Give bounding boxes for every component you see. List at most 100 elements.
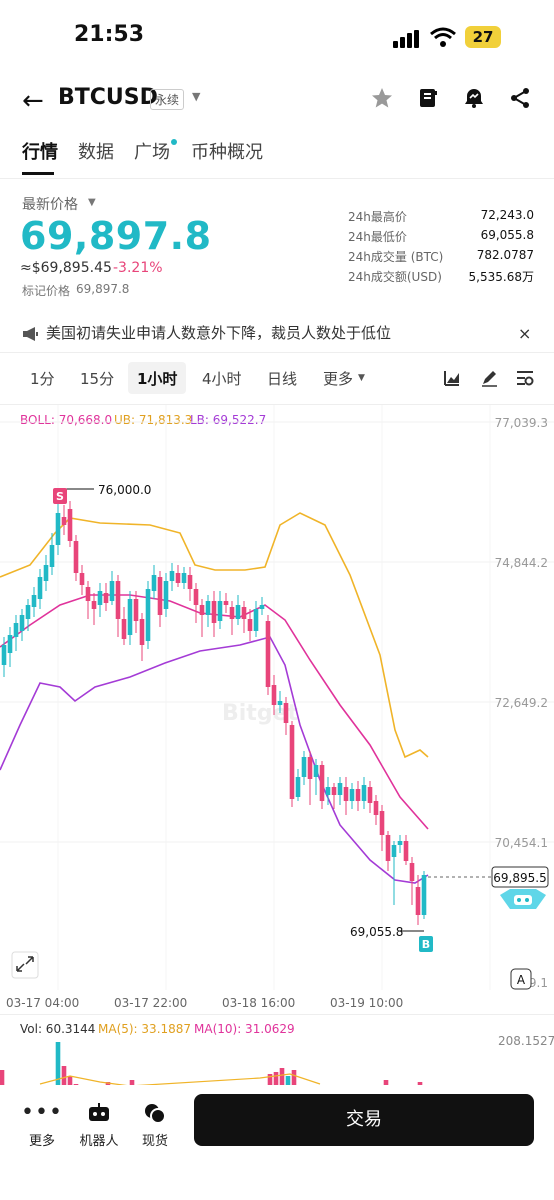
candle-body	[199, 605, 205, 615]
candle	[61, 505, 67, 535]
auto-scale-button	[510, 968, 532, 990]
candle-body	[151, 575, 157, 591]
mark-price-value: 69,897.8	[76, 282, 130, 296]
notification-dot	[171, 139, 177, 145]
candle	[25, 599, 31, 631]
volume-ma5-line	[39, 1073, 321, 1086]
back-arrow-icon[interactable]: ←	[22, 86, 44, 116]
candle-body	[49, 545, 55, 567]
wifi-icon	[430, 27, 456, 47]
price-label[interactable]: 最新价格	[22, 197, 78, 213]
candle-body	[31, 595, 37, 607]
candle-body	[217, 601, 223, 621]
candle	[121, 607, 127, 645]
volume-chart	[0, 1042, 423, 1086]
candle	[313, 759, 319, 795]
candle	[19, 609, 25, 641]
share-icon[interactable]	[508, 86, 532, 110]
candle	[73, 535, 79, 581]
candle	[241, 601, 247, 633]
book-icon[interactable]	[416, 86, 440, 110]
candle	[7, 627, 13, 667]
candle	[331, 783, 337, 809]
draw-icon[interactable]	[480, 369, 498, 387]
tf-1d[interactable]: 日线	[267, 370, 298, 388]
tf-15m[interactable]: 15分	[80, 370, 115, 388]
volume-bar	[61, 1066, 67, 1086]
candle-body	[355, 789, 361, 801]
tf-4h[interactable]: 4小时	[202, 370, 242, 388]
mark-price-label: 标记价格	[22, 284, 71, 298]
candle-body	[55, 513, 61, 545]
tf-1h[interactable]: 1小时	[137, 370, 178, 388]
candle-body	[7, 635, 13, 653]
close-icon[interactable]: ×	[518, 324, 532, 343]
expand-icon-glyph	[16, 956, 34, 972]
candle-body	[409, 863, 415, 881]
news-ticker[interactable]: 美国初请失业申请人数意外下降，裁员人数处于低位	[46, 324, 392, 342]
tab-square[interactable]: 广场	[134, 142, 170, 163]
candle	[139, 613, 145, 661]
high-annotation-label: 76,000.0	[98, 483, 151, 497]
candle	[247, 609, 253, 641]
candle	[319, 761, 325, 809]
bottom-more[interactable]: ••• 更多	[17, 1102, 67, 1150]
candle-body	[373, 801, 379, 815]
candle	[259, 597, 265, 615]
tab-data[interactable]: 数据	[78, 142, 114, 163]
bottom-robot[interactable]: 机器人	[74, 1102, 124, 1149]
tf-1m[interactable]: 1分	[30, 370, 55, 388]
trade-button[interactable]: 交易	[194, 1094, 534, 1146]
chevron-down-icon[interactable]: ▼	[192, 90, 201, 103]
candle-body	[133, 599, 139, 621]
alert-icon[interactable]	[462, 86, 486, 110]
candle	[199, 599, 205, 637]
y-tick-label: 70,454.1	[495, 836, 548, 850]
candle	[85, 581, 91, 619]
bot-eye	[525, 898, 529, 902]
volume-bar	[285, 1076, 291, 1086]
candle	[49, 533, 55, 575]
chart-settings-icon[interactable]	[516, 369, 534, 387]
expand-icon	[11, 951, 39, 979]
boll-lower-line	[0, 636, 429, 884]
candle	[421, 871, 427, 919]
caret-down-icon[interactable]: ▼	[88, 197, 96, 208]
chevron-down-icon[interactable]: ▼	[358, 373, 365, 383]
candle-body	[127, 599, 133, 635]
candle-body	[193, 589, 199, 605]
volume-bar	[67, 1076, 73, 1086]
star-icon[interactable]	[370, 86, 394, 110]
volume-bar	[279, 1068, 285, 1086]
volume-bar	[273, 1072, 279, 1086]
candle	[37, 569, 43, 609]
candle	[397, 835, 403, 853]
bot-float-icon	[500, 889, 546, 909]
candle-body	[325, 787, 331, 795]
symbol-title[interactable]: BTCUSD	[58, 85, 158, 110]
bottom-spot[interactable]: 现货	[130, 1102, 180, 1149]
volume-bar	[105, 1082, 111, 1086]
tf-more[interactable]: 更多	[323, 370, 354, 388]
candle	[109, 571, 115, 605]
candle-body	[235, 605, 241, 619]
candle-body	[247, 619, 253, 631]
stat-low: 24h最低价 69,055.8	[348, 228, 534, 244]
candle-body	[145, 589, 151, 641]
candle-body	[187, 575, 193, 589]
tab-market[interactable]: 行情	[22, 142, 58, 163]
bot-face	[514, 895, 532, 905]
candle	[13, 615, 19, 651]
candle	[103, 583, 109, 611]
tab-overview[interactable]: 币种概况	[191, 142, 263, 163]
volume-bar	[0, 1070, 5, 1086]
volume-bar	[55, 1042, 61, 1086]
candle-body	[259, 605, 265, 609]
candlestick-chart[interactable]: 77,039.374,844.272,649.270,454.1Bitget76…	[0, 405, 554, 995]
divider	[0, 178, 554, 179]
volume-ma10: MA(10): 31.0629	[194, 1022, 295, 1036]
indicator-icon[interactable]	[443, 369, 461, 387]
signal-icon	[393, 30, 421, 48]
candle-body	[277, 701, 283, 705]
candle	[277, 691, 283, 713]
